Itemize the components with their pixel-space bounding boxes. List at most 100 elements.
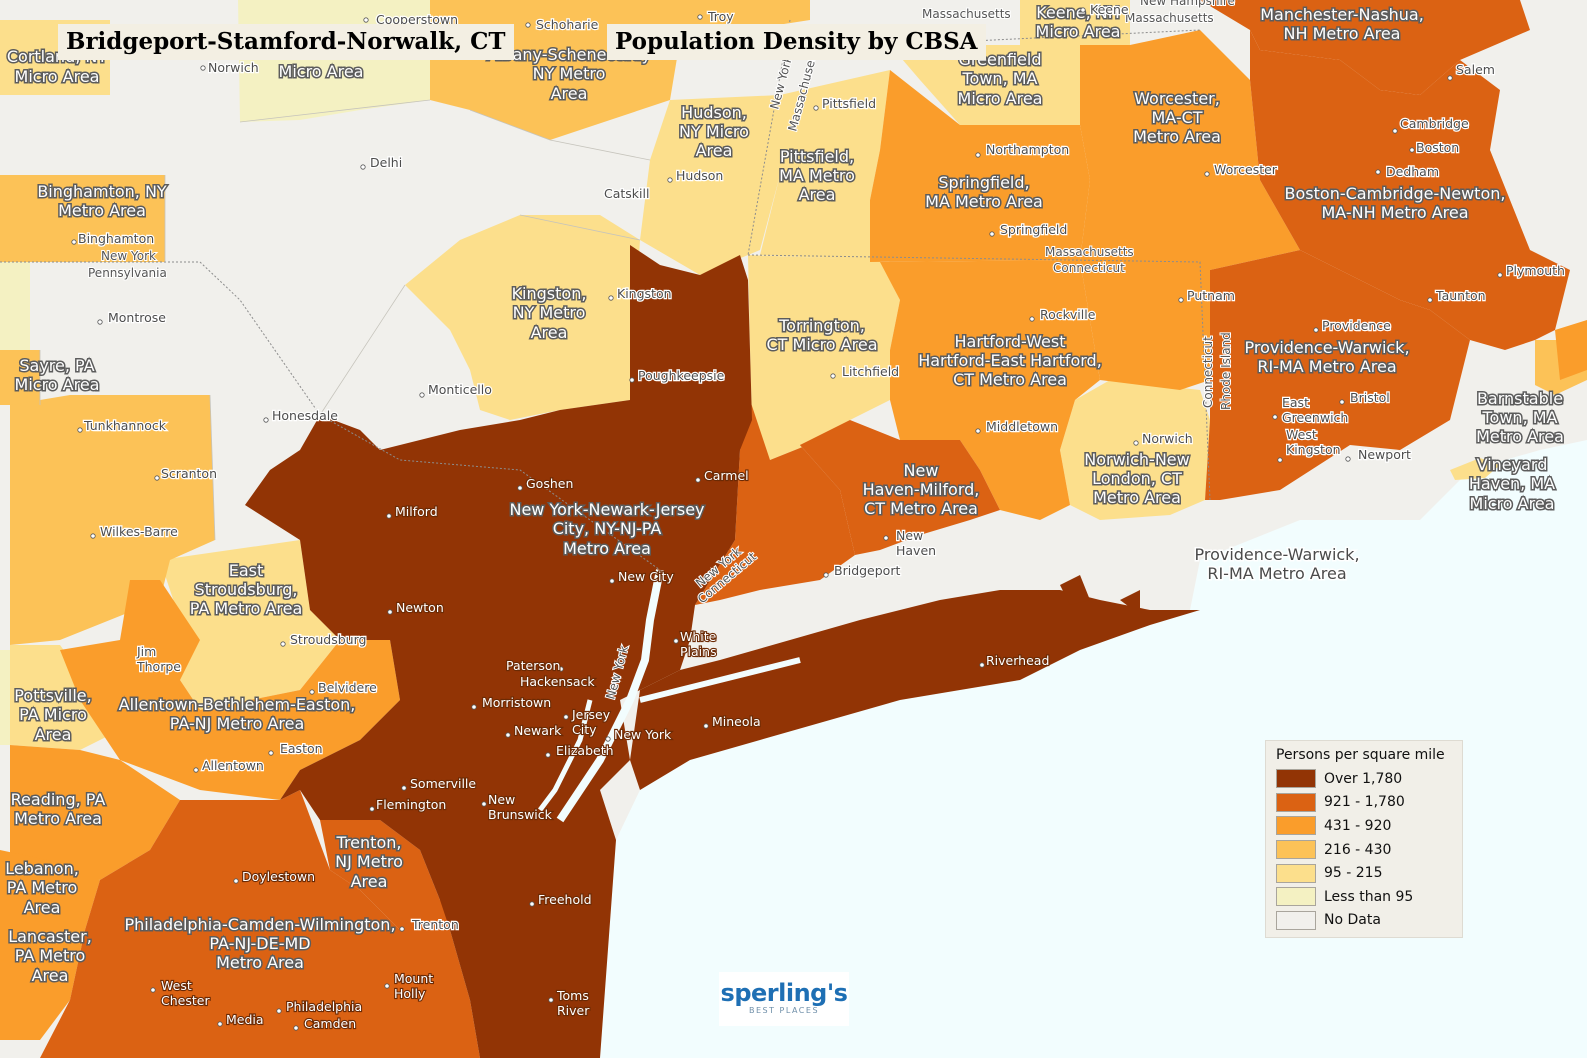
city-marker-icon xyxy=(90,533,96,539)
city-label: Taunton xyxy=(1435,288,1486,303)
city-kingston: Kingston xyxy=(608,285,673,302)
county-lines xyxy=(39,99,651,541)
city-label: Philadelphia xyxy=(286,999,362,1014)
legend-swatch xyxy=(1276,840,1316,860)
city-marker-icon xyxy=(471,704,477,710)
city-marker-icon xyxy=(1497,272,1503,278)
svg-text:Metro Area: Metro Area xyxy=(14,809,102,828)
legend-swatch xyxy=(1276,910,1316,930)
svg-text:Metro Area: Metro Area xyxy=(1476,427,1564,446)
legend-label: 95 - 215 xyxy=(1324,865,1383,882)
svg-text:Metro Area: Metro Area xyxy=(1093,488,1181,507)
city-label: Tunkhannock xyxy=(83,418,167,433)
region-greenfield xyxy=(890,45,1080,125)
city-label: Morristown xyxy=(482,695,551,710)
city-label: Carmel xyxy=(704,468,749,483)
svg-text:Hartford-West: Hartford-West xyxy=(954,332,1065,351)
svg-text:Micro Area: Micro Area xyxy=(958,89,1043,108)
city-label: Bristol xyxy=(1350,390,1390,405)
city-stroudsburg: Stroudsburg xyxy=(280,631,368,648)
region-worcester xyxy=(1080,30,1300,390)
city-label: Flemington xyxy=(376,797,446,812)
city-riverhead: Riverhead xyxy=(979,652,1050,669)
city-marker-icon xyxy=(975,428,981,434)
city-providence: Providence xyxy=(1313,317,1392,334)
svg-text:Providence-Warwick,: Providence-Warwick, xyxy=(1244,338,1409,357)
city-marker-icon xyxy=(1392,128,1398,134)
city-label: Rockville xyxy=(1040,307,1096,322)
sperlings-logo[interactable]: sperling's BEST PLACES xyxy=(719,972,849,1026)
city-label: Middletown xyxy=(986,419,1058,434)
city-label: Brunswick xyxy=(488,807,553,822)
city-marker-icon xyxy=(695,477,701,483)
svg-text:NY Metro: NY Metro xyxy=(533,64,606,83)
city-label: Goshen xyxy=(526,476,573,491)
city-keene: Keene xyxy=(1080,1,1130,18)
city-marker-icon xyxy=(883,535,889,541)
svg-text:PA Metro: PA Metro xyxy=(7,878,78,897)
city-trenton: Trenton xyxy=(399,916,460,933)
legend-item: Less than 95 xyxy=(1276,885,1452,909)
city-tunkhannock: Tunkhannock xyxy=(77,417,168,434)
city-marker-icon xyxy=(830,373,836,379)
city-marker-icon xyxy=(609,578,615,584)
legend-item: No Data xyxy=(1276,909,1452,933)
city-taunton: Taunton xyxy=(1427,287,1487,304)
svg-text:Hartford-East Hartford,: Hartford-East Hartford, xyxy=(918,351,1102,370)
city-marker-icon xyxy=(71,239,77,245)
city-label: Media xyxy=(226,1012,264,1027)
city-new-city: New City xyxy=(609,568,675,585)
city-marker-icon xyxy=(608,295,614,301)
city-poughkeepsie: Poughkeepsie xyxy=(629,367,726,384)
svg-text:PA-NJ Metro Area: PA-NJ Metro Area xyxy=(170,714,305,733)
city-media: Media xyxy=(217,1011,265,1028)
city-marker-icon xyxy=(268,750,274,756)
city-label: Keene xyxy=(1090,2,1129,17)
city-somerville: Somerville xyxy=(401,775,478,792)
city-marker-icon xyxy=(1345,456,1351,462)
city-dedham: Dedham xyxy=(1375,163,1440,180)
region-label-providence-water: Providence-Warwick,RI-MA Metro Area xyxy=(1193,544,1361,585)
svg-text:Haven-Milford,: Haven-Milford, xyxy=(863,480,980,499)
city-label: Pittsfield xyxy=(822,96,876,111)
city-marker-icon xyxy=(989,231,995,237)
region-springfield xyxy=(870,70,1090,262)
city-springfield: Springfield xyxy=(989,221,1069,238)
svg-text:CT Metro Area: CT Metro Area xyxy=(953,370,1067,389)
city-marker-icon xyxy=(673,638,679,644)
city-label: Haven xyxy=(896,543,936,558)
city-label: City xyxy=(572,722,597,737)
city-label: East xyxy=(1282,395,1309,410)
svg-text:MA Metro: MA Metro xyxy=(779,166,855,185)
svg-text:Reading, PA: Reading, PA xyxy=(11,790,106,809)
svg-text:Binghamton, NY: Binghamton, NY xyxy=(37,182,167,201)
city-marker-icon xyxy=(629,377,635,383)
svg-text:New Hampshire: New Hampshire xyxy=(1140,0,1235,8)
region-providence xyxy=(1205,250,1470,500)
svg-text:Norwich-New: Norwich-New xyxy=(1084,450,1189,469)
city-milford: Milford xyxy=(386,503,439,520)
svg-text:Metro Area: Metro Area xyxy=(563,539,651,558)
svg-text:Metro Area: Metro Area xyxy=(216,953,304,972)
legend-item: 95 - 215 xyxy=(1276,861,1452,885)
legend-label: Less than 95 xyxy=(1324,888,1414,905)
city-label: Cambridge xyxy=(1400,116,1469,131)
region-norwich xyxy=(1060,380,1210,520)
svg-text:Boston-Cambridge-Newton,: Boston-Cambridge-Newton, xyxy=(1285,184,1506,203)
legend-swatch xyxy=(1276,816,1316,836)
svg-text:Keene, NH: Keene, NH xyxy=(1036,3,1120,22)
city-label: Belvidere xyxy=(318,680,377,695)
city-marker-icon xyxy=(233,878,239,884)
city-boston: Boston xyxy=(1409,139,1460,156)
logo-tagline: BEST PLACES xyxy=(748,1006,820,1015)
city-label: New xyxy=(896,528,923,543)
state-label-ma-top: Massachusetts xyxy=(921,6,1012,22)
city-camden: Camden xyxy=(293,1015,357,1032)
